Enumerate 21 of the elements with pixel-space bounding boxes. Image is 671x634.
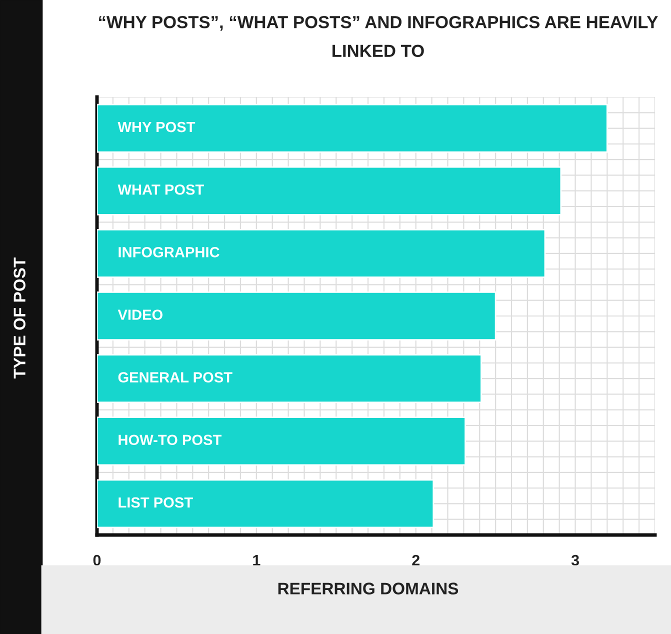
x-tick-label: 1 [253,555,260,566]
y-axis-title: TYPE OF POST [14,258,26,378]
bar [97,354,482,404]
bar [97,104,608,153]
y-tick-label: WHAT POST [118,184,204,195]
x-tick-label: 0 [93,554,101,566]
y-tick-label: VIDEO [118,310,162,320]
x-tick-label: 3 [571,554,579,566]
bar [97,166,562,216]
bar [97,228,546,278]
y-tick-label: GENERAL POST [118,372,232,382]
chart-title: “WHY POSTS”, “WHAT POSTS” AND INFOGRAPHICS ARE HEAVILY LINKED TO [99,16,658,58]
y-tick-label: INFOGRAPHIC [118,247,220,258]
y-tick-label: HOW-TO POST [118,434,222,446]
bar [97,479,434,528]
x-axis-title: REFERRING DOMAINS [278,582,458,594]
x-tick-label: 2 [412,554,420,566]
y-tick-label: WHY POST [118,122,196,132]
y-tick-label: LIST POST [118,497,193,508]
bar [97,292,496,340]
bar [97,416,466,466]
